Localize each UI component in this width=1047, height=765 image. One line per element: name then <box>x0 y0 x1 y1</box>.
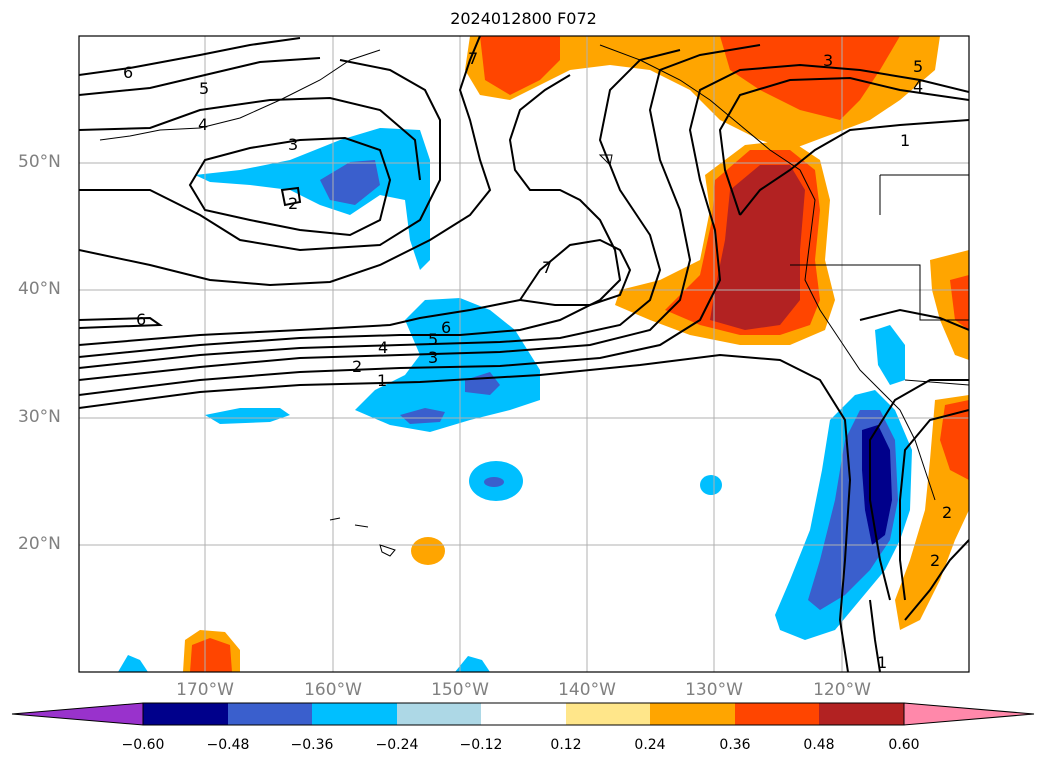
colorbar-tick-label: 0.12 <box>550 737 582 753</box>
lon-label: 140°W <box>558 680 616 700</box>
colorbar-segment <box>735 703 819 725</box>
colorbar-segment <box>566 703 650 725</box>
map-title: 2024012800 F072 <box>450 9 597 28</box>
contour-label: 3 <box>823 51 833 70</box>
shaded-field <box>118 36 969 672</box>
contour-label: 3 <box>288 135 298 154</box>
colorbar-tick-label: 0.48 <box>803 737 835 753</box>
colorbar-extend-high <box>903 702 1035 726</box>
contour-label: 1 <box>900 131 910 150</box>
contour-label: 2 <box>288 194 298 213</box>
colorbar-tick-label: 0.60 <box>888 737 920 753</box>
colorbar-tick-label: 0.24 <box>634 737 666 753</box>
contour-label: 6 <box>136 310 146 329</box>
contour-labels: 7 3 5 4 1 6 5 4 3 2 7 6 6 5 4 3 2 1 2 2 … <box>123 49 952 672</box>
lon-label: 170°W <box>176 680 234 700</box>
lon-label: 120°W <box>813 680 871 700</box>
colorbar-segment <box>228 703 312 725</box>
lat-label: 30°N <box>18 407 61 427</box>
lon-label: 150°W <box>431 680 489 700</box>
contour-label: 2 <box>352 357 362 376</box>
colorbar <box>11 702 1035 726</box>
lat-label: 40°N <box>18 279 61 299</box>
colorbar-segment <box>481 703 566 725</box>
contour-label: 4 <box>198 115 208 134</box>
contour-label: 4 <box>378 338 388 357</box>
contour-label: 1 <box>877 653 887 672</box>
contour-label: 2 <box>930 551 940 570</box>
contour-label: 4 <box>913 77 923 96</box>
positive-anomalies <box>183 36 969 672</box>
contour-label: 7 <box>542 258 552 277</box>
colorbar-segment <box>650 703 735 725</box>
contour-label: 7 <box>468 49 478 68</box>
contour-label: 3 <box>428 348 438 367</box>
colorbar-tick-label: −0.12 <box>459 737 503 753</box>
lon-label: 160°W <box>304 680 362 700</box>
colorbar-tick-label: −0.24 <box>375 737 419 753</box>
colorbar-tick-label: −0.48 <box>206 737 250 753</box>
contour-label: 5 <box>913 57 923 76</box>
colorbar-frame <box>142 702 905 726</box>
lat-label: 20°N <box>18 534 61 554</box>
contour-label: 6 <box>123 63 133 82</box>
colorbar-extend-low <box>11 702 144 726</box>
colorbar-segment <box>312 703 397 725</box>
coastlines <box>99 44 969 557</box>
colorbar-segment <box>397 703 481 725</box>
colorbar-segment <box>819 703 904 725</box>
colorbar-tick-label: −0.36 <box>290 737 334 753</box>
map-frame <box>78 35 970 673</box>
contour-label: 1 <box>377 371 387 390</box>
contour-label: 6 <box>441 318 451 337</box>
contour-label: 5 <box>199 79 209 98</box>
contour-label: 5 <box>428 330 438 349</box>
colorbar-tick-label: −0.60 <box>121 737 165 753</box>
lon-label: 130°W <box>685 680 743 700</box>
lat-label: 50°N <box>18 152 61 172</box>
colorbar-tick-label: 0.36 <box>719 737 751 753</box>
graticule <box>79 36 969 672</box>
contour-label: 2 <box>942 503 952 522</box>
colorbar-segment <box>143 703 228 725</box>
contours <box>79 36 969 672</box>
